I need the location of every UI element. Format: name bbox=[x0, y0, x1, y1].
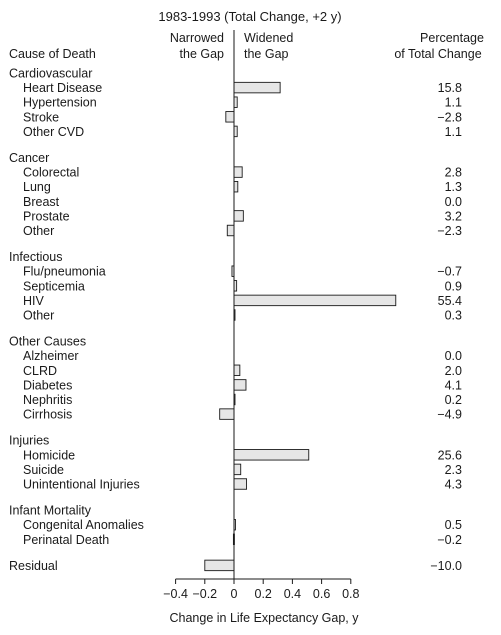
bar-cardiovascular-stroke bbox=[225, 111, 235, 123]
group-label-infectious: Infectious bbox=[9, 250, 63, 264]
category-label-cardiovascular-hypertension: Hypertension bbox=[23, 96, 97, 110]
percent-value-cardiovascular-stroke: −2.8 bbox=[437, 110, 462, 124]
percent-value-cardiovascular-hypertension: 1.1 bbox=[445, 96, 462, 110]
percent-value-injuries-unintentional-injuries: 4.3 bbox=[445, 478, 462, 492]
bar-cancer-prostate bbox=[233, 210, 244, 222]
group-label-cancer: Cancer bbox=[9, 151, 49, 165]
category-label-infant-mortality-congenital-anomalies: Congenital Anomalies bbox=[23, 518, 144, 532]
cause-column-header: Cause of Death bbox=[9, 47, 96, 61]
bar-injuries-suicide bbox=[233, 463, 242, 476]
category-label-cardiovascular-other-cvd: Other CVD bbox=[23, 125, 84, 139]
percent-value-infectious-hiv: 55.4 bbox=[438, 294, 462, 308]
bar-other-causes-diabetes bbox=[233, 379, 247, 391]
bar-other-causes-clrd bbox=[233, 364, 241, 376]
percent-value-infant-mortality-congenital-anomalies: 0.5 bbox=[445, 518, 462, 532]
widened-gap-header-line2: the Gap bbox=[244, 47, 289, 61]
category-label-other-causes-cirrhosis: Cirrhosis bbox=[23, 408, 72, 422]
category-label-cardiovascular-heart-disease: Heart Disease bbox=[23, 81, 102, 95]
x-tick-label: −0.2 bbox=[192, 587, 217, 601]
category-label-injuries-suicide: Suicide bbox=[23, 463, 64, 477]
narrowed-gap-header-line1: Narrowed bbox=[170, 31, 224, 45]
bar-cancer-colorectal bbox=[233, 166, 243, 178]
percent-value-cancer-breast: 0.0 bbox=[445, 195, 462, 209]
x-tick-label: 0 bbox=[231, 587, 238, 601]
x-tick-label: 0.8 bbox=[342, 587, 359, 601]
x-tick-label: −0.4 bbox=[163, 587, 188, 601]
category-label-cardiovascular-stroke: Stroke bbox=[23, 110, 59, 124]
percent-value-cancer-lung: 1.3 bbox=[445, 180, 462, 194]
category-label-infectious-hiv: HIV bbox=[23, 294, 45, 308]
percent-value-other-causes-clrd: 2.0 bbox=[445, 364, 462, 378]
bar-cancer-other bbox=[226, 224, 235, 237]
group-label-infant-mortality: Infant Mortality bbox=[9, 504, 92, 518]
group-label-cardiovascular: Cardiovascular bbox=[9, 67, 92, 81]
percentage-header-line1: Percentage bbox=[420, 31, 484, 45]
x-axis: −0.4 −0.2 0 0.2 0.4 0.6 0.8 bbox=[163, 30, 360, 601]
widened-gap-header-line1: Widened bbox=[244, 31, 293, 45]
category-label-infectious-flu-pneumonia: Flu/pneumonia bbox=[23, 265, 106, 279]
percent-value-other-causes-diabetes: 4.1 bbox=[445, 378, 462, 392]
percent-value-other-causes-nephritis: 0.2 bbox=[445, 393, 462, 407]
category-label-infectious-septicemia: Septicemia bbox=[23, 279, 85, 293]
chart-title: 1983-1993 (Total Change, +2 y) bbox=[158, 9, 341, 24]
percent-value-cardiovascular-other-cvd: 1.1 bbox=[445, 125, 462, 139]
percent-value-infectious-flu-pneumonia: −0.7 bbox=[437, 265, 462, 279]
category-label-cancer-lung: Lung bbox=[23, 180, 51, 194]
bar-cancer-lung bbox=[233, 180, 239, 193]
bar-cardiovascular-heart-disease bbox=[233, 81, 281, 94]
category-label-injuries-homicide: Homicide bbox=[23, 448, 75, 462]
x-tick-label: 0.4 bbox=[284, 587, 301, 601]
category-label-cancer-prostate: Prostate bbox=[23, 209, 70, 223]
bar-residual-residual bbox=[204, 559, 235, 572]
bar-injuries-homicide bbox=[233, 449, 310, 461]
category-label-injuries-unintentional-injuries: Unintentional Injuries bbox=[23, 478, 140, 492]
category-label-other-causes-alzheimer: Alzheimer bbox=[23, 349, 79, 363]
percent-value-infant-mortality-perinatal-death: −0.2 bbox=[437, 533, 462, 547]
group-label-other-causes: Other Causes bbox=[9, 335, 86, 349]
percent-value-cardiovascular-heart-disease: 15.8 bbox=[438, 81, 462, 95]
bar-injuries-unintentional-injuries bbox=[233, 478, 248, 490]
category-label-other-causes-diabetes: Diabetes bbox=[23, 378, 72, 392]
percent-value-other-causes-alzheimer: 0.0 bbox=[445, 349, 462, 363]
bar-other-causes-cirrhosis bbox=[219, 408, 235, 420]
percent-value-infectious-septicemia: 0.9 bbox=[445, 279, 462, 293]
category-label-other-causes-nephritis: Nephritis bbox=[23, 393, 72, 407]
percent-value-residual-residual: −10.0 bbox=[430, 559, 462, 573]
category-label-other-causes-clrd: CLRD bbox=[23, 364, 57, 378]
category-label-residual-residual: Residual bbox=[9, 559, 58, 573]
x-axis-label: Change in Life Expectancy Gap, y bbox=[169, 611, 359, 625]
category-label-infant-mortality-perinatal-death: Perinatal Death bbox=[23, 533, 109, 547]
narrowed-gap-header-line2: the Gap bbox=[180, 47, 225, 61]
percent-value-cancer-other: −2.3 bbox=[437, 224, 462, 238]
percent-value-infectious-other: 0.3 bbox=[445, 309, 462, 323]
percent-value-injuries-suicide: 2.3 bbox=[445, 463, 462, 477]
category-label-infectious-other: Other bbox=[23, 309, 54, 323]
x-tick-label: 0.2 bbox=[255, 587, 272, 601]
percent-value-injuries-homicide: 25.6 bbox=[438, 448, 462, 462]
bar-infectious-hiv bbox=[233, 294, 397, 307]
group-label-injuries: Injuries bbox=[9, 434, 49, 448]
category-label-cancer-other: Other bbox=[23, 224, 54, 238]
x-tick-label: 0.6 bbox=[313, 587, 330, 601]
category-label-cancer-breast: Breast bbox=[23, 195, 60, 209]
percentage-header-line2: of Total Change bbox=[394, 47, 481, 61]
percent-value-cancer-prostate: 3.2 bbox=[445, 209, 462, 223]
percent-value-other-causes-cirrhosis: −4.9 bbox=[437, 408, 462, 422]
category-label-cancer-colorectal: Colorectal bbox=[23, 166, 79, 180]
percent-value-cancer-colorectal: 2.8 bbox=[445, 166, 462, 180]
